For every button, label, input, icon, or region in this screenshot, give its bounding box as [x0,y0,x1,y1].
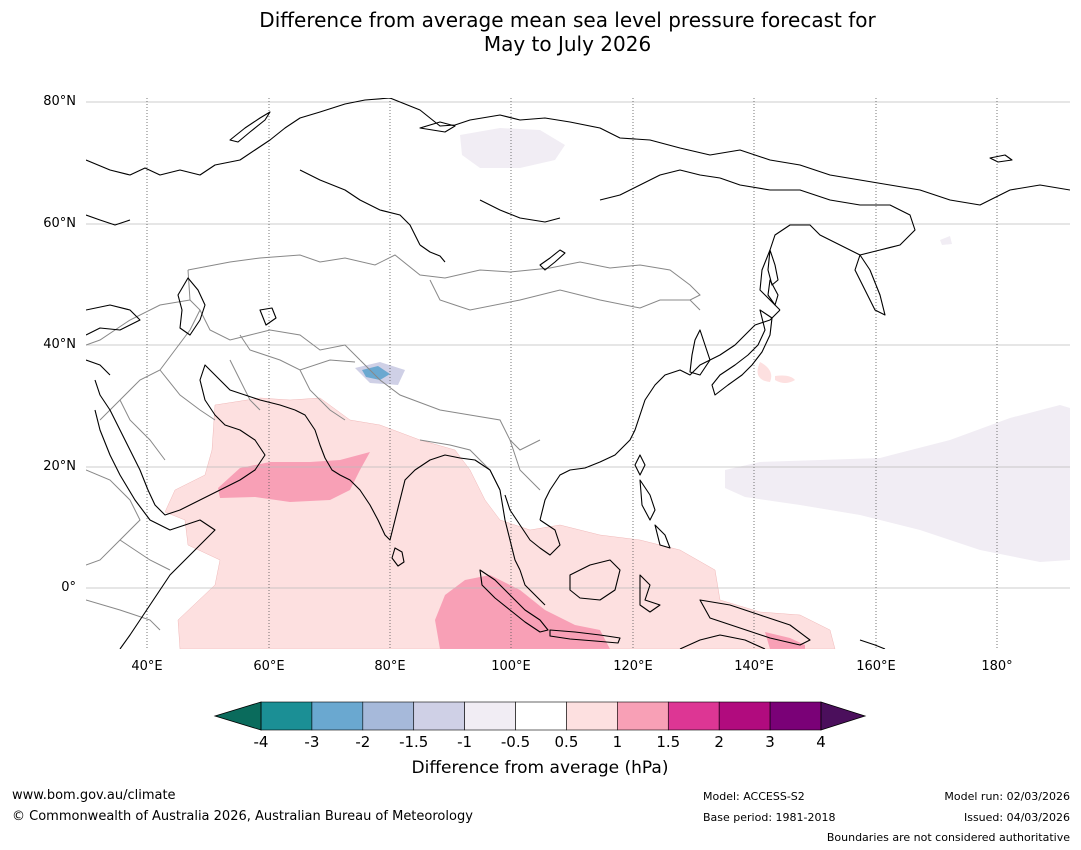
lon-label-40e: 40°E [131,659,163,674]
colorbar-bin [617,701,669,731]
coastlines [86,98,1070,649]
anomaly-india-band [218,452,370,502]
footer-model-run: Model run: 02/03/2026 [944,790,1070,803]
colorbar-tick-label: 4 [816,733,826,751]
colorbar-bin [515,701,567,731]
colorbar-bins [260,701,822,731]
colorbar-tick-label: -4 [253,733,269,751]
colorbar-tick-label: 0.5 [554,733,579,751]
colorbar-max-arrow [820,701,867,731]
colorbar [213,701,867,731]
map-svg [86,98,1070,649]
colorbar-bin [769,701,822,731]
lat-label-40n: 40°N [43,337,76,352]
footer-copyright: © Commonwealth of Australia 2026, Austra… [12,809,473,824]
lat-label-60n: 60°N [43,216,76,231]
colorbar-tick-label: -2 [355,733,371,751]
anomaly-pacific-spot [775,375,795,383]
colorbar-tick-label: -1.5 [399,733,429,751]
country-boundaries [86,254,701,631]
lat-label-80n: 80°N [43,94,76,109]
colorbar-bin [566,701,618,731]
lon-label-160e: 160°E [856,659,896,674]
colorbar-bin [464,701,516,731]
colorbar-bin [413,701,465,731]
colorbar-tick-label: 2 [714,733,724,751]
lon-label-60e: 60°E [253,659,285,674]
anomaly-new-guinea [765,632,805,649]
colorbar-bin [362,701,415,731]
colorbar-tick-label: 1 [612,733,623,751]
map-canvas [86,98,1070,649]
colorbar-bin [667,701,720,731]
anomaly-arctic [460,128,565,168]
footer-issued: Issued: 04/03/2026 [963,811,1070,824]
anomaly-sumatra [435,575,610,649]
anomaly-japan-east [757,362,772,382]
colorbar-tick-label: -1 [457,733,473,751]
latitude-grid [86,101,1070,589]
footer-url[interactable]: www.bom.gov.au/climate [12,788,176,803]
colorbar-bin [311,701,364,731]
footer-disclaimer: Boundaries are not considered authoritat… [826,831,1070,844]
footer-model: Model: ACCESS-S2 [703,790,805,803]
map-title: Difference from average mean sea level p… [0,8,1081,56]
lat-label-20n: 20°N [43,459,76,474]
map-area: 80°N 60°N 40°N 20°N 0° 40°E 60°E 80°E 10… [43,94,1070,674]
lon-label-120e: 120°E [613,659,653,674]
title-line-1: Difference from average mean sea level p… [259,8,876,32]
lon-label-80e: 80°E [374,659,406,674]
lon-label-140e: 140°E [734,659,774,674]
lon-label-180: 180° [981,659,1013,674]
title-line-2: May to July 2026 [483,32,652,56]
colorbar-title: Difference from average (hPa) [411,758,669,778]
colorbar-tick-label: 1.5 [656,733,681,751]
lat-label-0: 0° [61,580,76,595]
colorbar-tick-label: -3 [304,733,320,751]
colorbar-bin [260,701,313,731]
colorbar-bin [718,701,771,731]
colorbar-tick-label: 3 [765,733,775,751]
anomaly-small-east [940,236,952,245]
longitude-grid [146,98,998,649]
footer-base-period: Base period: 1981-2018 [703,811,836,824]
colorbar-tick-label: -0.5 [500,733,531,751]
lon-label-100e: 100°E [491,659,531,674]
anomaly-western-pacific [725,405,1070,562]
colorbar-min-arrow [213,701,262,731]
